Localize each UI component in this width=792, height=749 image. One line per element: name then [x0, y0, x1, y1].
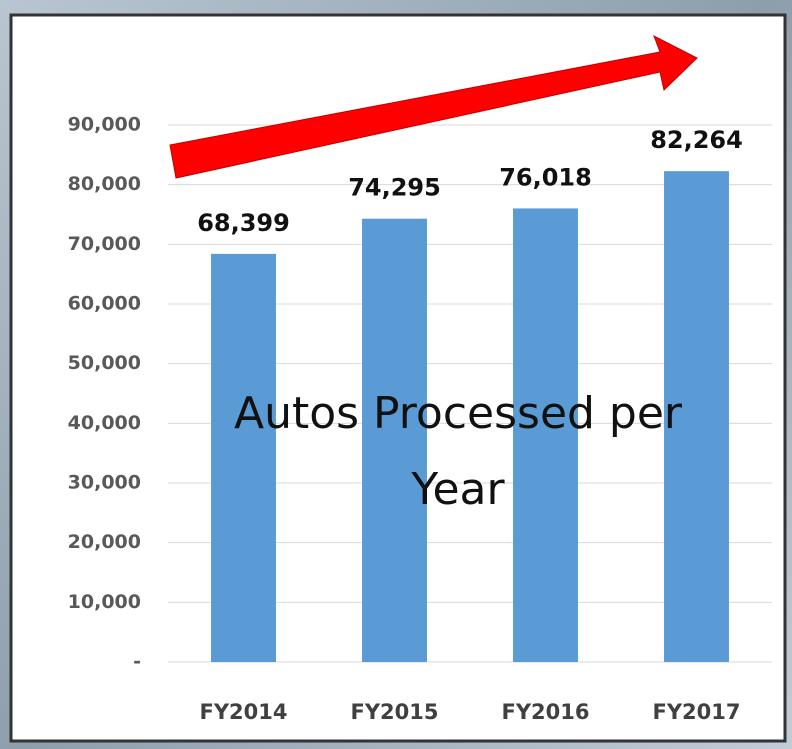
x-tick-label: FY2015	[351, 700, 439, 724]
y-tick-label: 60,000	[68, 293, 141, 315]
x-tick-label: FY2016	[502, 700, 590, 724]
x-tick-label: FY2017	[653, 700, 741, 724]
y-tick-label: 20,000	[68, 531, 141, 553]
bar	[664, 171, 729, 662]
y-tick-label: 10,000	[68, 591, 141, 613]
annotation: Autos Processed per Year	[233, 388, 683, 515]
trend-arrow	[169, 34, 698, 179]
value-label: 76,018	[499, 163, 592, 191]
y-tick-label: 30,000	[68, 472, 141, 494]
value-label: 68,399	[197, 209, 290, 237]
x-tick-label: FY2014	[200, 700, 288, 724]
y-tick-label: 80,000	[68, 173, 141, 195]
y-tick-label: 50,000	[68, 352, 141, 374]
bar	[513, 208, 578, 662]
y-tick-label: -	[133, 651, 141, 673]
bar	[362, 218, 427, 663]
y-tick-label: 40,000	[68, 412, 141, 434]
value-label: 82,264	[650, 126, 743, 154]
value-label: 74,295	[348, 174, 441, 202]
y-tick-label: 70,000	[68, 233, 141, 255]
y-tick-label: 90,000	[68, 114, 141, 136]
bar	[211, 253, 276, 662]
